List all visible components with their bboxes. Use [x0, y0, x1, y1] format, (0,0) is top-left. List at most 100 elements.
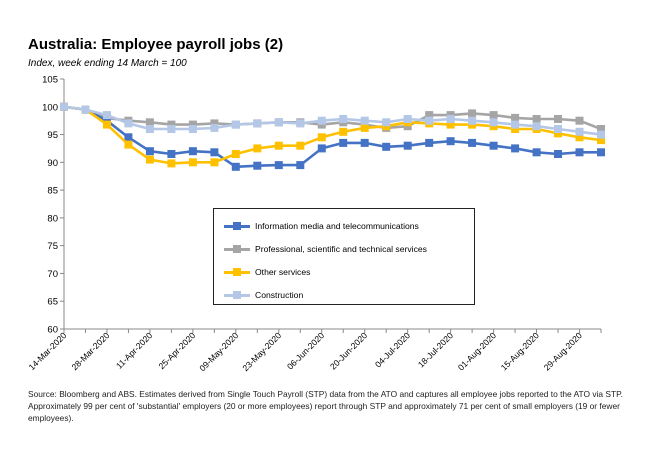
data-point [317, 133, 326, 142]
x-tick-label: 18-Jul-2020 [416, 330, 455, 369]
x-tick-label: 14-Mar-2020 [27, 330, 69, 372]
data-point [425, 116, 434, 125]
data-point [145, 147, 154, 156]
data-point [124, 140, 133, 149]
y-tick-label: 100 [42, 102, 58, 113]
y-tick-label: 95 [47, 130, 58, 141]
data-point [296, 161, 305, 170]
legend-label-2: Other services [255, 267, 311, 277]
data-point [425, 111, 434, 120]
data-point [360, 123, 369, 132]
data-point [317, 116, 326, 125]
x-tick-label: 01-Aug-2020 [456, 330, 498, 372]
data-point [554, 129, 562, 138]
data-point [532, 122, 541, 131]
data-point [446, 115, 455, 123]
data-point [210, 123, 219, 132]
legend-swatch-2 [224, 265, 250, 279]
data-point [489, 118, 498, 127]
y-tick-label: 75 [47, 241, 58, 252]
y-tick-label: 80 [47, 213, 58, 224]
data-point [339, 138, 348, 147]
data-point [124, 133, 133, 142]
data-point [231, 162, 240, 171]
legend-label-0: Information media and telecommunications [255, 221, 419, 231]
legend-item-1: Professional, scientific and technical s… [224, 242, 427, 256]
data-point [253, 119, 262, 128]
series-3 [60, 102, 605, 139]
data-point [145, 118, 154, 127]
y-tick-label: 90 [47, 158, 58, 169]
x-tick-label: 28-Mar-2020 [70, 330, 112, 372]
legend-item-0: Information media and telecommunications [224, 219, 419, 233]
data-point [468, 109, 477, 118]
x-tick-label: 11-Apr-2020 [114, 330, 155, 371]
data-point [145, 155, 154, 164]
data-point [274, 141, 283, 150]
data-point [532, 115, 541, 123]
data-point [231, 150, 240, 158]
data-point [296, 119, 305, 128]
data-point [382, 118, 391, 127]
data-point [468, 116, 477, 125]
data-point [188, 125, 197, 133]
chart-legend: Information media and telecommunications… [213, 208, 475, 305]
data-point [597, 130, 605, 139]
data-point [360, 116, 369, 125]
data-point [274, 118, 283, 127]
data-point [81, 105, 90, 114]
y-tick-label: 70 [47, 269, 58, 280]
data-point [274, 161, 283, 170]
data-point [167, 125, 176, 133]
data-point [446, 120, 455, 129]
data-point [317, 144, 326, 153]
data-point [554, 125, 562, 133]
data-point [210, 158, 219, 167]
x-tick-label: 20-Jun-2020 [328, 330, 369, 371]
data-point [575, 116, 584, 125]
data-point [575, 127, 584, 136]
chart-title: Australia: Employee payroll jobs (2) [28, 36, 284, 53]
source-note: Source: Bloomberg and ABS. Estimates der… [28, 389, 623, 423]
x-tick-label: 15-Aug-2020 [499, 330, 541, 372]
x-tick-label: 25-Apr-2020 [156, 330, 197, 371]
data-point [468, 138, 477, 147]
x-tick-label: 09-May-2020 [197, 330, 240, 373]
data-point [511, 144, 520, 153]
data-point [253, 144, 262, 153]
data-point [231, 120, 240, 129]
data-point [597, 125, 605, 133]
x-tick-label: 29-Aug-2020 [542, 330, 584, 372]
data-point [253, 161, 262, 170]
data-point [339, 127, 348, 136]
legend-swatch-1 [224, 242, 250, 256]
data-point [597, 136, 605, 145]
legend-label-1: Professional, scientific and technical s… [255, 244, 427, 254]
data-point [167, 120, 176, 129]
data-point [575, 148, 584, 157]
data-point [60, 102, 68, 111]
legend-swatch-0 [224, 219, 250, 233]
data-point [339, 115, 348, 123]
data-point [188, 158, 197, 167]
data-point [188, 120, 197, 129]
data-point [145, 125, 154, 133]
y-tick-label: 60 [47, 325, 58, 336]
legend-item-2: Other services [224, 265, 310, 279]
series-0 [60, 102, 605, 171]
data-point [296, 141, 305, 150]
x-tick-label: 06-Jun-2020 [285, 330, 326, 371]
x-tick-label: 23-May-2020 [240, 330, 283, 373]
data-point [554, 150, 562, 158]
data-point [511, 120, 520, 129]
data-point [511, 125, 520, 133]
data-point [103, 120, 111, 129]
data-point [103, 111, 111, 120]
chart-subtitle: Index, week ending 14 March = 100 [28, 58, 187, 69]
data-point [124, 119, 133, 128]
data-point [489, 141, 498, 150]
line-chart: 60 65 70 75 80 85 90 95 100 105 14-Mar-2020 28-Mar-… [27, 75, 605, 373]
data-point [210, 119, 219, 128]
series-line [63, 105, 602, 165]
data-point [597, 148, 605, 157]
